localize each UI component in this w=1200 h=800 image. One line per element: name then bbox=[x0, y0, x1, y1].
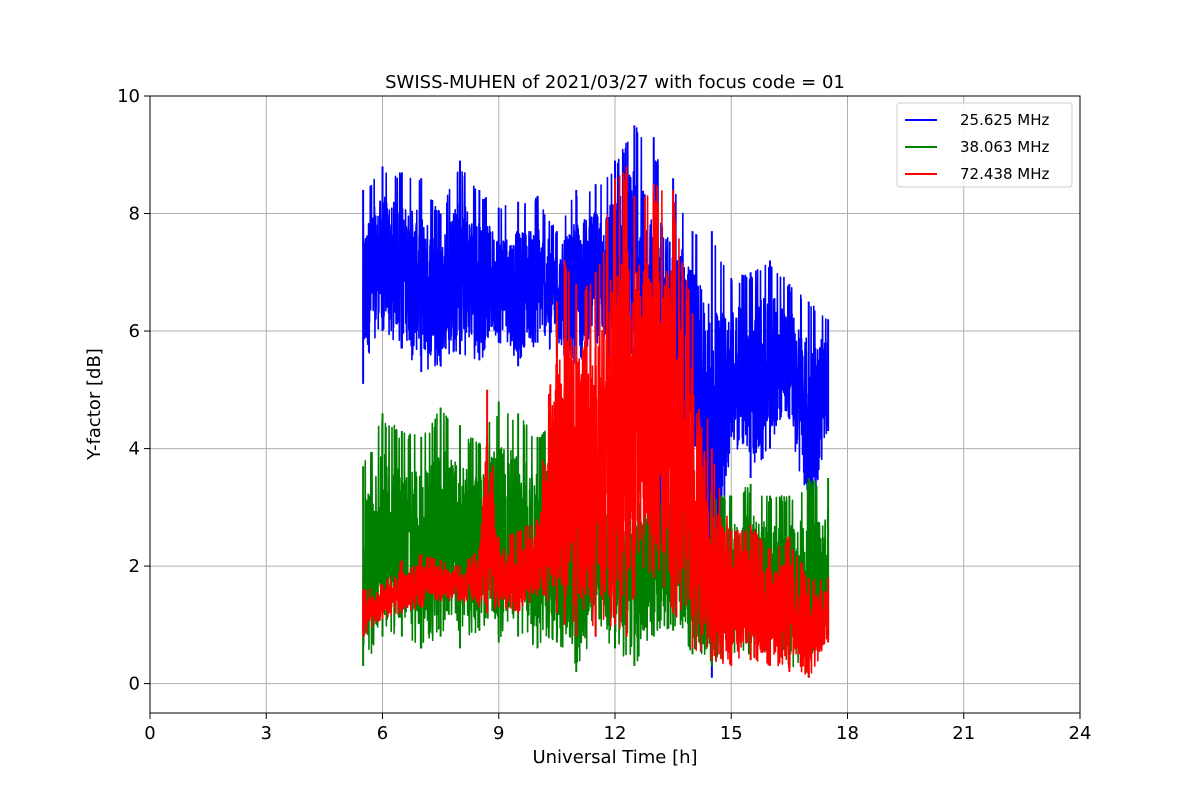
series-layer bbox=[362, 125, 830, 678]
x-tick-label: 12 bbox=[604, 723, 627, 744]
y-tick-label: 10 bbox=[117, 86, 140, 107]
y-tick-label: 4 bbox=[129, 439, 140, 460]
y-tick-label: 0 bbox=[129, 674, 140, 695]
y-tick-label: 6 bbox=[129, 321, 140, 342]
y-tick-label: 8 bbox=[129, 204, 140, 225]
y-axis-label: Y-factor [dB] bbox=[84, 348, 105, 461]
x-tick-label: 15 bbox=[720, 723, 743, 744]
legend-entry: 25.625 MHz bbox=[960, 111, 1049, 129]
x-tick-label: 9 bbox=[493, 723, 504, 744]
legend-box bbox=[896, 102, 1073, 188]
x-axis-label: Universal Time [h] bbox=[532, 747, 697, 768]
x-tick-label: 21 bbox=[952, 723, 975, 744]
x-tick-label: 24 bbox=[1069, 723, 1092, 744]
chart-title: SWISS-MUHEN of 2021/03/27 with focus cod… bbox=[385, 72, 845, 93]
x-tick-label: 6 bbox=[377, 723, 388, 744]
x-tick-label: 0 bbox=[144, 723, 155, 744]
legend: 25.625 MHz 38.063 MHz 72.438 MHz bbox=[896, 102, 1073, 188]
legend-entry: 72.438 MHz bbox=[960, 165, 1049, 183]
x-tick-label: 18 bbox=[836, 723, 859, 744]
series-3 bbox=[362, 166, 830, 678]
x-tick-label: 3 bbox=[261, 723, 272, 744]
legend-entry: 38.063 MHz bbox=[960, 138, 1049, 156]
y-tick-label: 2 bbox=[129, 556, 140, 577]
